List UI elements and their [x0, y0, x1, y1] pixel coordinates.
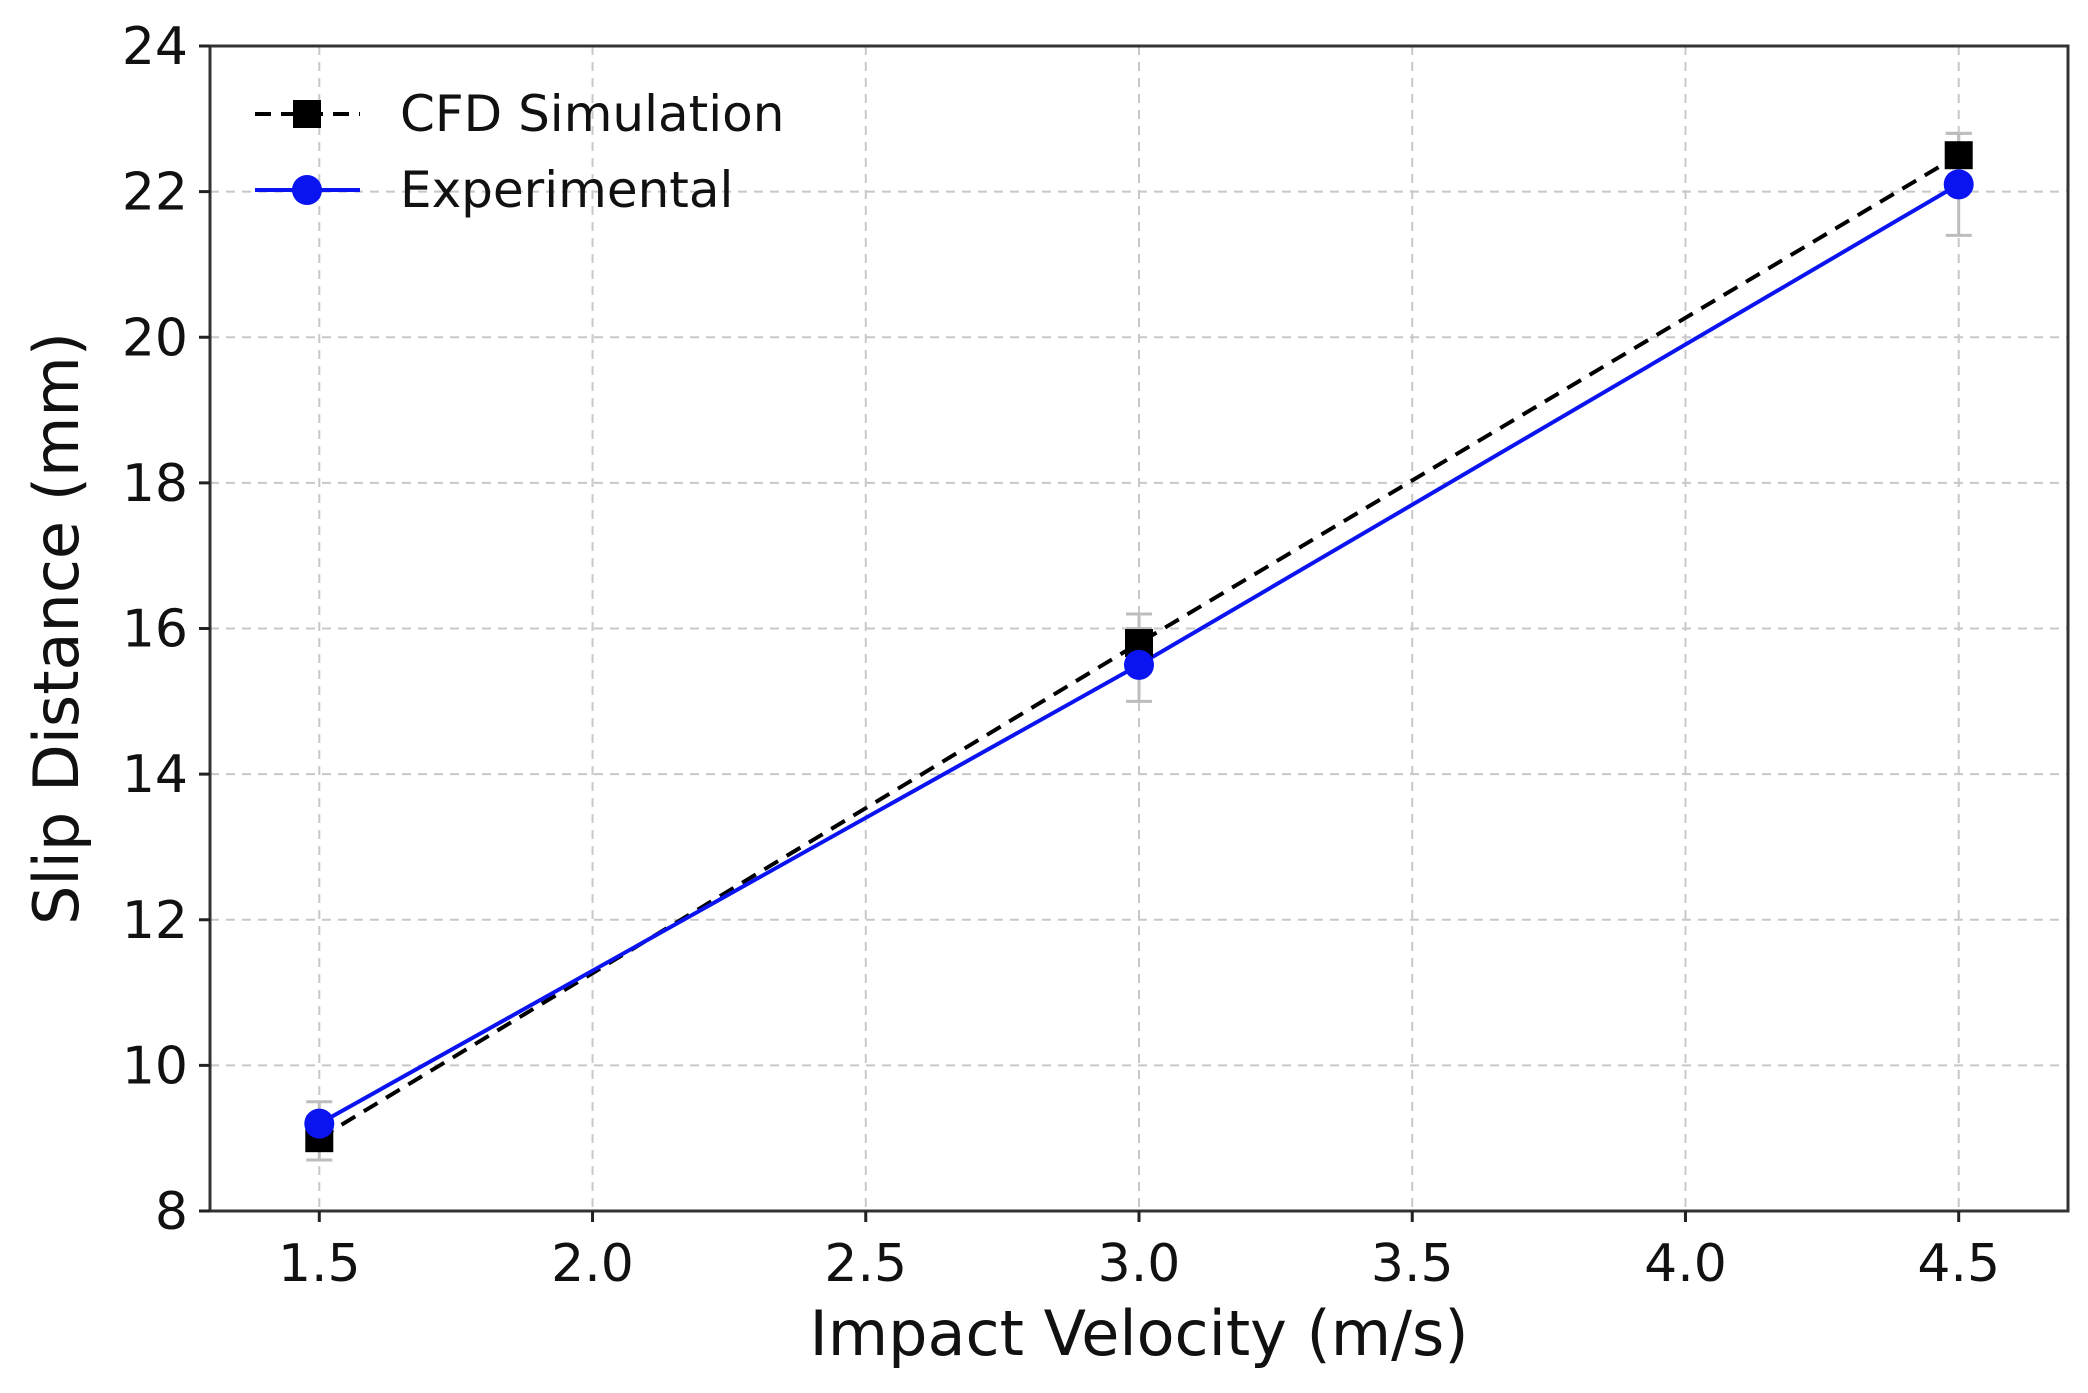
- y-axis-ticks: 8 10 12 14 16 18 20 22 24: [122, 17, 210, 1242]
- x-tick-label: 4.0: [1644, 1234, 1727, 1294]
- x-tick-label: 3.0: [1098, 1234, 1181, 1294]
- data-point-experimental: [1124, 649, 1154, 680]
- y-tick-label: 12: [122, 891, 188, 951]
- legend: CFD Simulation Experimental: [255, 85, 784, 219]
- legend-item-experimental: Experimental: [255, 161, 733, 219]
- y-tick-label: 10: [122, 1036, 188, 1096]
- y-tick-label: 8: [155, 1182, 188, 1242]
- legend-label-experimental: Experimental: [400, 161, 733, 219]
- x-axis-label: Impact Velocity (m/s): [809, 1297, 1468, 1370]
- x-axis-ticks: 1.5 2.0 2.5 3.0 3.5 4.0 4.5: [278, 1211, 2000, 1294]
- y-tick-label: 20: [122, 308, 188, 368]
- data-point-experimental: [1943, 169, 1974, 200]
- data-point-cfd-simulation: [1944, 141, 1973, 170]
- legend-item-cfd-simulation: CFD Simulation: [255, 85, 784, 143]
- x-tick-label: 2.0: [551, 1234, 634, 1294]
- x-tick-label: 4.5: [1917, 1234, 2000, 1294]
- y-tick-label: 22: [122, 163, 188, 223]
- y-tick-label: 16: [122, 600, 188, 660]
- data-markers: [304, 141, 1974, 1153]
- legend-square-marker: [293, 100, 321, 128]
- series-line-cfd-simulation: [318, 153, 1960, 1140]
- x-tick-label: 2.5: [824, 1234, 907, 1294]
- x-tick-label: 1.5: [278, 1234, 361, 1294]
- x-tick-label: 3.5: [1371, 1234, 1454, 1294]
- data-point-experimental: [304, 1108, 335, 1139]
- y-tick-label: 18: [122, 454, 188, 514]
- legend-circle-marker: [292, 175, 322, 205]
- grid-lines: [210, 46, 2068, 1211]
- legend-label-cfd-simulation: CFD Simulation: [400, 85, 784, 143]
- y-tick-label: 24: [122, 17, 188, 77]
- y-tick-label: 14: [122, 745, 188, 805]
- y-axis-label: Slip Distance (mm): [20, 332, 93, 925]
